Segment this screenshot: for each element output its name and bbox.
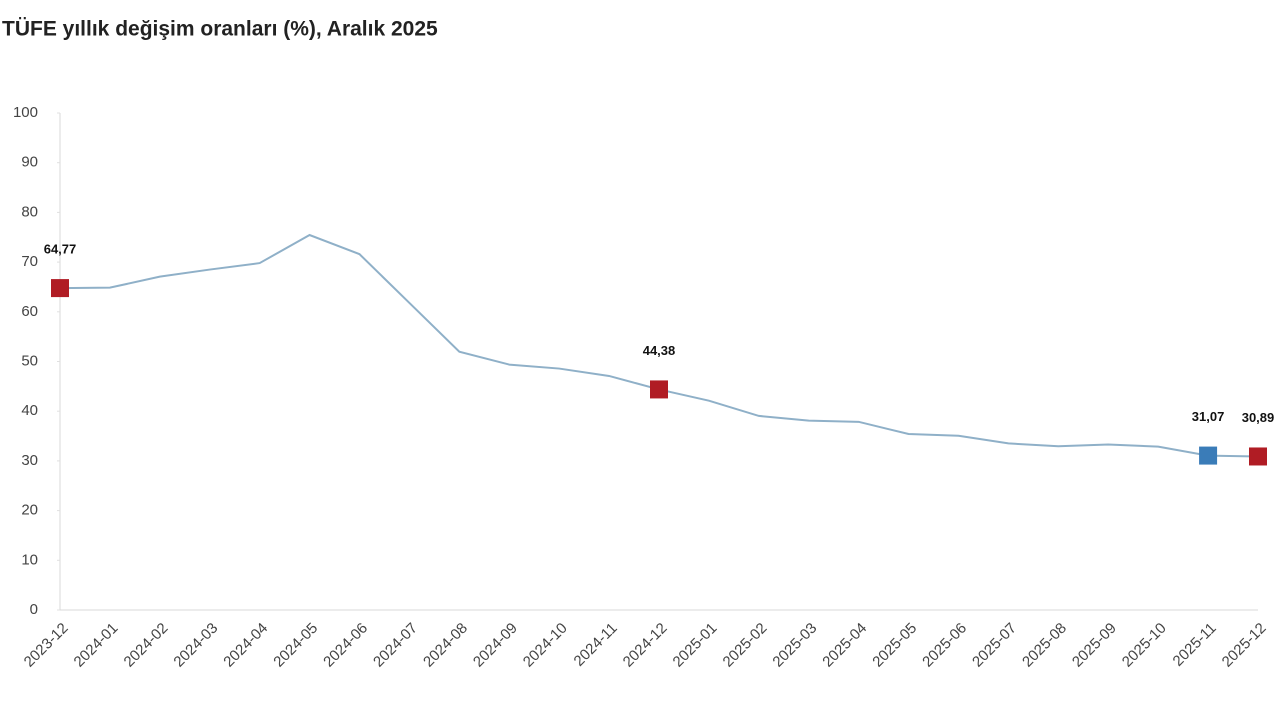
x-tick-label: 2025-01 [670,620,721,671]
marker [1249,447,1267,466]
marker [1199,446,1218,465]
x-tick-label: 2024-05 [270,620,321,671]
y-tick-label: 70 [21,253,38,270]
marker [650,380,668,399]
x-tick-label: 2024-02 [121,620,172,671]
x-tick-label: 2024-09 [470,620,521,671]
y-tick-label: 10 [21,551,38,568]
x-tick-label: 2024-11 [571,620,621,670]
y-tick-label: 90 [21,154,38,171]
x-tick-label: 2024-12 [620,620,671,671]
x-tick-label: 2023-12 [21,620,72,671]
data-label: 44,38 [643,343,676,358]
x-tick-label: 2024-03 [170,620,221,671]
y-tick-label: 60 [21,303,38,320]
x-tick-label: 2025-05 [869,620,920,671]
y-tick-label: 40 [21,402,38,419]
chart-title: TÜFE yıllık değişim oranları (%), Aralık… [2,18,438,41]
x-tick-label: 2025-04 [819,620,870,671]
x-tick-label: 2024-10 [520,620,571,671]
y-tick-label: 50 [21,352,38,369]
x-tick-label: 2025-02 [720,620,771,671]
x-tick-label: 2025-10 [1119,620,1170,671]
y-tick-label: 0 [30,601,38,618]
y-tick-label: 30 [21,452,38,469]
x-tick-label: 2024-06 [320,620,371,671]
x-tick-label: 2025-07 [969,620,1020,671]
x-tick-label: 2024-08 [420,620,471,671]
data-label: 64,77 [44,242,77,257]
x-tick-label: 2025-11 [1170,620,1220,670]
x-tick-label: 2025-08 [1019,620,1070,671]
x-tick-label: 2025-03 [769,620,820,671]
marker [51,279,69,298]
y-tick-label: 80 [21,203,38,220]
x-tick-label: 2025-06 [919,620,970,671]
y-tick-label: 100 [13,104,38,121]
y-tick-label: 20 [21,502,38,519]
x-tick-label: 2025-09 [1069,620,1120,671]
x-tick-label: 2024-07 [370,620,421,671]
data-label: 30,89 [1242,410,1275,425]
x-tick-label: 2024-04 [220,620,271,671]
data-label: 31,07 [1192,409,1225,424]
x-tick-label: 2024-01 [71,620,122,671]
x-tick-label: 2025-12 [1219,620,1270,671]
